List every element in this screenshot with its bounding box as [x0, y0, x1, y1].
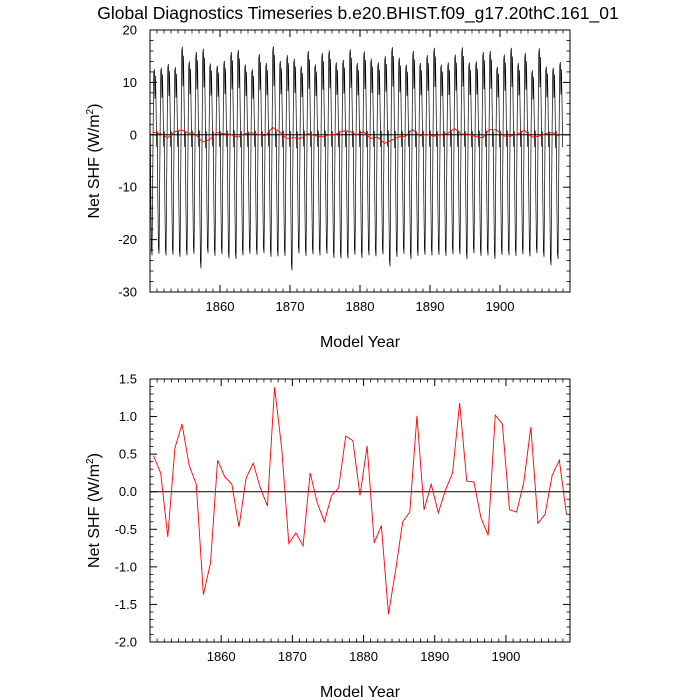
y-tick-label: -0.5	[115, 522, 137, 537]
x-tick-label: 1860	[206, 299, 235, 314]
plot-frame	[149, 29, 571, 293]
monthly-series-line	[149, 46, 564, 271]
annual-mean-series-line	[153, 387, 567, 615]
y-tick-label: 0.0	[119, 484, 137, 499]
x-tick-label: 1880	[349, 649, 378, 664]
x-tick-label: 1890	[416, 299, 445, 314]
x-axis-label: Model Year	[320, 334, 401, 351]
y-axis-label-close: )	[86, 453, 103, 458]
x-tick-label: 1880	[346, 299, 375, 314]
x-tick-label: 1870	[278, 649, 307, 664]
monthly-timeseries-panel: 1860 1870 1880 1890 1900 20 10 0 -10 -20 -30 Model …	[85, 23, 571, 351]
y-tick-label: 0.5	[119, 447, 137, 462]
y-axis-label-superscript: 2	[85, 458, 96, 464]
y-tick-label: -30	[118, 285, 137, 300]
y-tick-label: 0	[130, 127, 137, 142]
y-tick-label: 10	[123, 75, 137, 90]
annual-mean-series-line	[153, 126, 560, 144]
y-axis-label-main: Net SHF (W/m	[86, 464, 103, 568]
plot-frame	[149, 378, 571, 643]
x-tick-label: 1890	[420, 649, 449, 664]
y-axis-label-close: )	[86, 104, 103, 109]
y-tick-label: 1.5	[119, 372, 137, 387]
y-tick-label: -1.5	[115, 597, 137, 612]
y-axis-label-superscript: 2	[85, 108, 96, 114]
y-tick-label: -20	[118, 232, 137, 247]
y-tick-label: -2.0	[115, 635, 137, 650]
x-axis-label: Model Year	[320, 684, 401, 700]
y-axis-label: Net SHF (W/m2)	[85, 453, 103, 568]
x-tick-label: 1900	[486, 299, 515, 314]
annual-mean-panel: 1860 1870 1880 1890 1900 1.5 1.0 0.5 0.0 -0.5 -1.0…	[85, 372, 571, 700]
y-tick-label: 1.0	[119, 409, 137, 424]
y-axis-label: Net SHF (W/m2)	[85, 104, 103, 219]
x-tick-label: 1900	[491, 649, 520, 664]
x-tick-label: 1860	[207, 649, 236, 664]
y-axis-label-main: Net SHF (W/m	[86, 114, 103, 218]
y-tick-label: -10	[118, 180, 137, 195]
y-tick-label: 20	[123, 23, 137, 38]
x-tick-label: 1870	[276, 299, 305, 314]
y-tick-label: -1.0	[115, 559, 137, 574]
chart-title: Global Diagnostics Timeseries b.e20.BHIS…	[97, 3, 618, 24]
